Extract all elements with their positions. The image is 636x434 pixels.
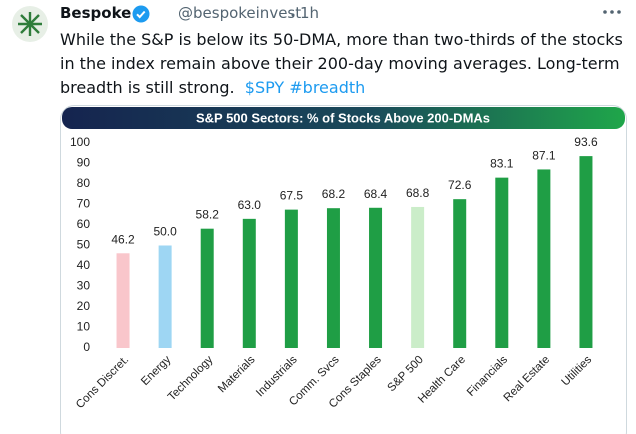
card-border	[60, 105, 627, 434]
title-banner	[62, 107, 625, 129]
chart[interactable]: S&P 500 Sectors: % of Stocks Above 200-D…	[60, 105, 627, 434]
value-label: 72.6	[448, 178, 472, 192]
y-tick-label: 40	[77, 258, 91, 272]
bar	[326, 208, 340, 348]
bar	[537, 169, 551, 348]
value-label: 58.2	[196, 208, 220, 222]
y-tick-label: 60	[77, 217, 91, 231]
y-tick-label: 70	[77, 197, 91, 211]
y-tick-label: 10	[77, 320, 91, 334]
avatar[interactable]	[12, 6, 48, 42]
separator	[291, 13, 295, 17]
value-label: 83.1	[490, 157, 514, 171]
y-tick-label: 0	[83, 340, 90, 354]
y-tick-label: 90	[77, 156, 91, 170]
value-label: 68.2	[322, 187, 346, 201]
bar	[200, 228, 214, 348]
bar	[453, 199, 467, 348]
value-label: 93.6	[574, 135, 598, 149]
cashtag[interactable]: $SPY	[244, 78, 285, 97]
y-tick-label: 50	[77, 238, 91, 252]
y-tick-label: 20	[77, 299, 91, 313]
bar	[495, 177, 509, 348]
verified-badge	[132, 5, 150, 23]
y-tick-label: 30	[77, 279, 91, 293]
post-time[interactable]: 1h	[300, 4, 320, 22]
bar	[579, 156, 593, 348]
value-label: 68.4	[364, 187, 388, 201]
bar	[284, 209, 298, 348]
value-label: 50.0	[153, 225, 177, 239]
hashtag[interactable]: #breadth	[289, 78, 366, 97]
chart-title: S&P 500 Sectors: % of Stocks Above 200-D…	[196, 110, 490, 125]
bar	[158, 245, 172, 348]
value-label: 68.8	[406, 186, 430, 200]
bar	[116, 253, 130, 348]
bar	[411, 206, 425, 348]
bar	[242, 218, 256, 348]
bar	[369, 207, 383, 348]
more-menu[interactable]	[600, 6, 624, 18]
y-tick-label: 80	[77, 176, 91, 190]
post-body: While the S&P is below its 50-DMA, more …	[60, 30, 623, 97]
value-label: 87.1	[532, 148, 556, 162]
value-label: 63.0	[238, 198, 262, 212]
value-label: 67.5	[280, 189, 304, 203]
post-text: While the S&P is below its 50-DMA, more …	[60, 28, 626, 100]
value-label: 46.2	[111, 232, 135, 246]
y-tick-label: 100	[70, 135, 90, 149]
author-name[interactable]: Bespoke	[60, 4, 132, 22]
author-handle[interactable]: @bespokeinvest	[178, 4, 302, 22]
